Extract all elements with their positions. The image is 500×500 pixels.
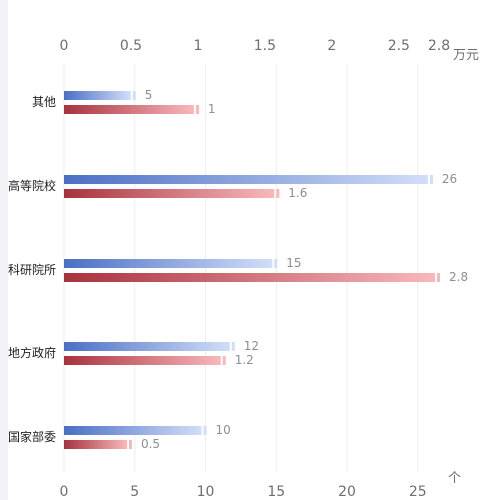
count-bar xyxy=(64,175,428,184)
chart-card: 0 0.5 1 1.5 2 2.5 2.8 0 5 10 15 20 25 其他 高等院校 科研院所 地方政… xyxy=(8,0,500,500)
category-label: 国家部委 xyxy=(8,429,56,444)
count-bar xyxy=(64,91,131,100)
count-value-label: 12 xyxy=(244,339,259,353)
amount-bar-cap xyxy=(276,189,280,198)
amount-value-label: 2.8 xyxy=(449,270,468,284)
count-value-label: 5 xyxy=(145,88,153,102)
amount-bar xyxy=(64,356,221,365)
count-bar-cap xyxy=(274,259,278,268)
amount-value-label: 1 xyxy=(208,102,216,116)
amount-bar xyxy=(64,273,435,282)
amount-value-label: 1.6 xyxy=(288,186,307,200)
bottom-axis-tick-label: 20 xyxy=(338,484,356,500)
bottom-axis-tick-label: 15 xyxy=(267,484,285,500)
count-bar xyxy=(64,426,202,435)
count-value-label: 26 xyxy=(442,172,457,186)
top-axis: 0 0.5 1 1.5 2 2.5 2.8 xyxy=(60,38,451,54)
amount-bar xyxy=(64,105,194,114)
top-axis-tick-label: 0.5 xyxy=(120,38,142,54)
amount-bar xyxy=(64,440,127,449)
count-bar xyxy=(64,342,230,351)
amount-value-label: 0.5 xyxy=(141,437,160,451)
bottom-axis-tick-label: 25 xyxy=(409,484,427,500)
amount-bar-cap xyxy=(128,440,132,449)
category-label: 高等院校 xyxy=(8,178,56,193)
category-label: 其他 xyxy=(32,95,56,109)
amount-value-label: 1.2 xyxy=(235,353,254,367)
bars xyxy=(64,91,440,449)
amount-bar-cap xyxy=(195,105,199,114)
amount-bar-cap xyxy=(222,356,226,365)
bottom-axis-unit: 个 xyxy=(448,471,461,486)
top-axis-unit: 万元 xyxy=(453,48,479,63)
top-axis-tick-label: 0 xyxy=(60,38,69,54)
top-axis-tick-label: 2 xyxy=(327,38,336,54)
category-label: 科研院所 xyxy=(8,263,56,277)
top-axis-tick-label: 1 xyxy=(193,38,202,54)
count-value-label: 10 xyxy=(216,423,231,437)
bottom-axis-tick-label: 10 xyxy=(197,484,215,500)
count-bar-cap xyxy=(203,426,207,435)
count-bar xyxy=(64,259,273,268)
category-label: 地方政府 xyxy=(8,345,56,360)
bar-chart: 0 0.5 1 1.5 2 2.5 2.8 0 5 10 15 20 25 其他高等院校科研院所地方政… xyxy=(8,38,479,500)
top-axis-tick-label: 1.5 xyxy=(254,38,276,54)
bottom-axis-tick-label: 5 xyxy=(130,484,139,500)
data-labels: 5 1 26 1.6 15 2.8 121.2 10 0.5 xyxy=(141,88,468,451)
bottom-axis: 0 5 10 15 20 25 xyxy=(60,484,427,500)
count-bar-cap xyxy=(231,342,235,351)
amount-bar xyxy=(64,189,275,198)
bottom-axis-tick-label: 0 xyxy=(60,484,69,500)
top-axis-tick-label: 2.5 xyxy=(388,38,410,54)
count-value-label: 15 xyxy=(286,256,301,270)
count-bar-cap xyxy=(132,91,136,100)
top-axis-tick-label: 2.8 xyxy=(428,38,450,54)
count-bar-cap xyxy=(429,175,433,184)
amount-bar-cap xyxy=(437,273,440,282)
